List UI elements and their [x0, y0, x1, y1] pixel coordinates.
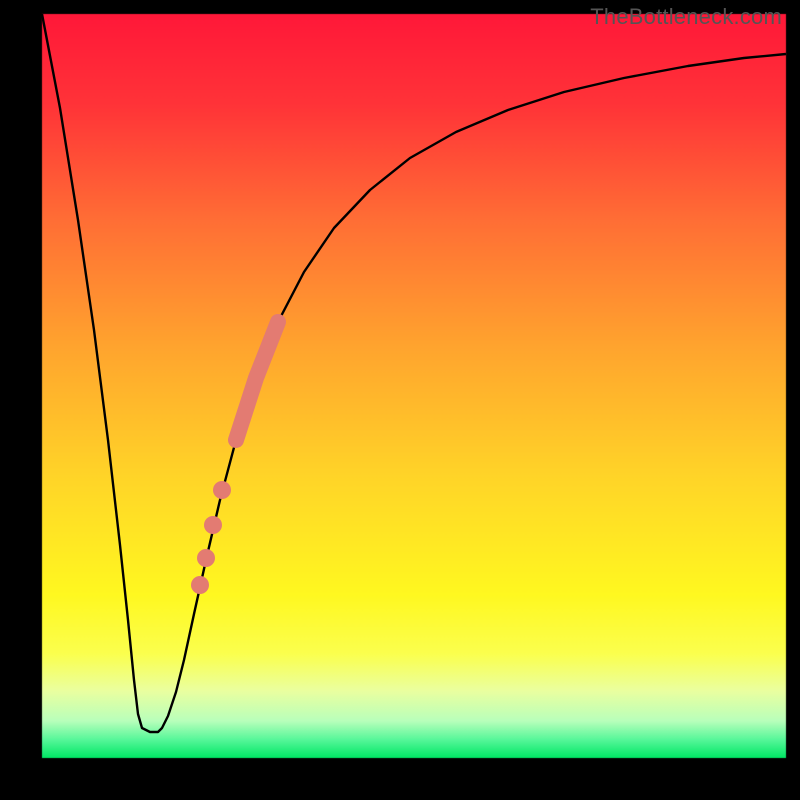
highlight-segment [236, 322, 278, 440]
highlight-dot [197, 549, 215, 567]
chart-svg-layer [0, 0, 800, 800]
highlight-dot [213, 481, 231, 499]
chart-container: TheBottleneck.com [0, 0, 800, 800]
highlight-dot [191, 576, 209, 594]
highlight-dot [204, 516, 222, 534]
bottleneck-curve [42, 14, 786, 732]
